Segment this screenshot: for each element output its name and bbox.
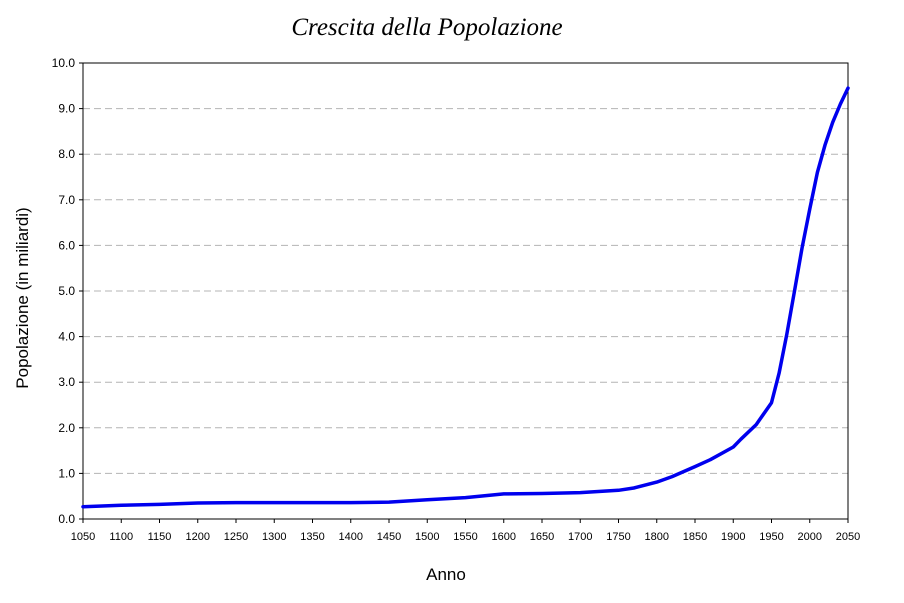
- x-tick-label: 1200: [186, 531, 210, 543]
- data-point: [502, 492, 505, 496]
- x-tick-label: 1450: [377, 531, 401, 543]
- x-tick-label: 1050: [71, 531, 95, 543]
- data-point: [739, 438, 743, 441]
- data-point: [800, 246, 804, 249]
- y-tick-label: 9.0: [58, 102, 75, 116]
- y-axis-title: Popolazione (in miliardi): [13, 207, 32, 388]
- x-tick-label: 1300: [262, 531, 286, 543]
- data-point: [831, 121, 834, 124]
- data-point: [709, 458, 712, 461]
- x-tick-label: 1750: [606, 531, 630, 543]
- data-point: [196, 501, 199, 505]
- data-point: [632, 486, 635, 490]
- x-tick-label: 1150: [148, 531, 172, 543]
- x-tick-label: 1550: [453, 531, 477, 543]
- x-tick-label: 1100: [109, 531, 133, 543]
- x-tick-label: 2000: [798, 531, 822, 543]
- x-tick-label: 1800: [645, 531, 669, 543]
- data-point: [273, 501, 276, 504]
- data-point: [793, 289, 796, 293]
- x-tick-label: 1350: [300, 531, 324, 543]
- data-point: [808, 207, 811, 211]
- y-tick-label: 0.0: [58, 512, 75, 526]
- x-tick-label: 1400: [339, 531, 363, 543]
- axes: [79, 62, 849, 523]
- data-point: [693, 465, 697, 468]
- data-point: [770, 401, 773, 404]
- data-point: [387, 500, 391, 504]
- data-point: [120, 504, 123, 507]
- x-tick-label: 1250: [224, 531, 248, 543]
- data-point: [349, 501, 352, 504]
- population-series-line: [81, 86, 850, 509]
- data-point: [670, 475, 674, 478]
- data-point: [311, 501, 314, 504]
- data-point: [158, 503, 161, 506]
- y-tick-label: 10.0: [52, 56, 76, 70]
- x-tick-label: 1850: [683, 531, 707, 543]
- y-tick-label: 2.0: [58, 421, 75, 435]
- data-point: [823, 143, 827, 147]
- data-point: [579, 491, 582, 494]
- y-tick-label: 1.0: [58, 466, 75, 480]
- y-tick-labels: 0.0 1.0 2.0 3.0 4.0 5.0 6.0 7.0 8.0 9.0 10.0: [52, 56, 76, 526]
- y-tick-label: 5.0: [58, 284, 75, 298]
- data-point: [540, 492, 544, 495]
- y-tick-label: 3.0: [58, 375, 75, 389]
- x-tick-label: 1950: [759, 531, 783, 543]
- gridlines: [83, 62, 848, 474]
- x-tick-labels: 1050 1100 1150 1200 1250 1300 1350 1400 1450 1500…: [71, 531, 860, 543]
- x-tick-label: 1600: [492, 531, 516, 543]
- x-tick-label: 1500: [415, 531, 439, 543]
- data-point: [426, 498, 429, 502]
- data-point: [464, 496, 467, 499]
- x-tick-label: 1700: [568, 531, 592, 543]
- data-point: [785, 333, 788, 336]
- data-point: [755, 423, 758, 426]
- y-tick-label: 4.0: [58, 330, 75, 344]
- data-point: [81, 505, 85, 508]
- data-point: [655, 480, 658, 484]
- x-tick-label: 1900: [721, 531, 745, 543]
- data-point: [732, 445, 735, 449]
- data-point: [777, 371, 781, 375]
- x-tick-label: 2050: [836, 531, 860, 543]
- x-axis-title: Anno: [426, 565, 466, 584]
- data-point: [816, 171, 819, 174]
- y-tick-label: 7.0: [58, 193, 75, 207]
- y-tick-label: 8.0: [58, 147, 75, 161]
- data-point: [234, 501, 238, 504]
- y-tick-label: 6.0: [58, 238, 75, 252]
- data-point: [617, 489, 620, 492]
- x-tick-label: 1650: [530, 531, 554, 543]
- data-point: [839, 102, 842, 106]
- series-layer: [81, 86, 850, 509]
- plot-area-border: [82, 62, 849, 520]
- data-point: [846, 86, 850, 90]
- chart-title: Crescita della Popolazione: [291, 14, 563, 41]
